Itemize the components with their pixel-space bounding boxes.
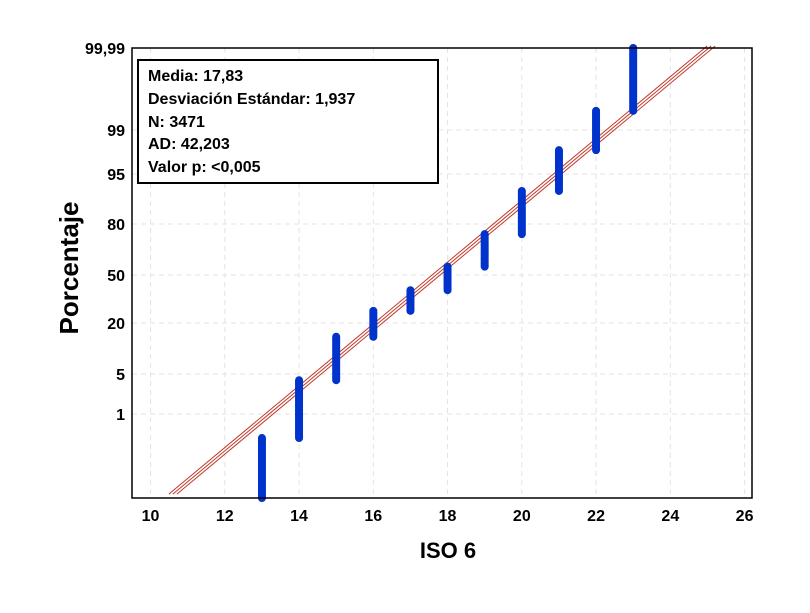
stats-line-n: N: 3471 (148, 114, 205, 131)
y-tick-labels: 1 5 20 50 80 95 99 99,99 (85, 41, 125, 424)
data-point (443, 262, 452, 271)
stats-box: Media: 17,83 Desviación Estándar: 1,937 … (137, 59, 439, 184)
x-axis-title: ISO 6 (420, 538, 476, 563)
fit-line-lower-bound (168, 45, 708, 495)
stats-box-frame (137, 59, 439, 184)
data-point (406, 286, 415, 295)
point-group-x19 (480, 230, 489, 271)
point-group-x20 (517, 186, 526, 239)
point-group-x14 (295, 376, 304, 443)
data-point (257, 434, 266, 443)
plot-frame (131, 47, 753, 499)
stats-line-mean: Media: 17,83 (148, 68, 243, 85)
data-point (332, 332, 341, 341)
data-point (369, 306, 378, 315)
y-tick-label-2: 20 (107, 316, 125, 333)
y-tick-label-6: 99 (107, 123, 125, 140)
data-point (480, 230, 489, 239)
point-group-x23 (629, 44, 638, 115)
data-point (517, 186, 526, 195)
data-points (257, 44, 638, 502)
x-tick-label-1: 12 (216, 508, 234, 525)
y-axis-title: Porcentaje (54, 202, 84, 335)
y-tick-label-1: 5 (116, 367, 125, 384)
point-group-x22 (592, 106, 601, 155)
point-group-x16 (369, 306, 378, 341)
x-tick-label-7: 24 (661, 508, 679, 525)
point-group-x21 (554, 146, 563, 195)
fit-line (172, 45, 712, 495)
x-tick-label-3: 16 (364, 508, 382, 525)
x-tick-labels: 10 12 14 16 18 20 22 24 26 (142, 508, 754, 525)
point-group-x15 (332, 332, 341, 385)
x-tick-label-0: 10 (142, 508, 160, 525)
x-tick-label-2: 14 (290, 508, 308, 525)
stats-line-pvalue: Valor p: <0,005 (148, 159, 261, 176)
x-tick-label-4: 18 (439, 508, 457, 525)
stats-line-ad: AD: 42,203 (148, 136, 230, 153)
y-tick-label-7: 99,99 (85, 41, 125, 58)
x-tick-label-8: 26 (736, 508, 754, 525)
x-tick-label-5: 20 (513, 508, 531, 525)
x-tick-label-6: 22 (587, 508, 605, 525)
data-point (592, 106, 601, 115)
y-tick-label-5: 95 (107, 167, 125, 184)
y-tick-label-3: 50 (107, 268, 125, 285)
point-group-x18 (443, 262, 452, 295)
data-point (295, 376, 304, 385)
point-group-x17 (406, 286, 415, 315)
y-tick-label-0: 1 (116, 407, 125, 424)
y-tick-label-4: 80 (107, 217, 125, 234)
data-point (554, 146, 563, 155)
point-group-x13 (257, 434, 266, 502)
stats-line-std: Desviación Estándar: 1,937 (148, 91, 355, 108)
